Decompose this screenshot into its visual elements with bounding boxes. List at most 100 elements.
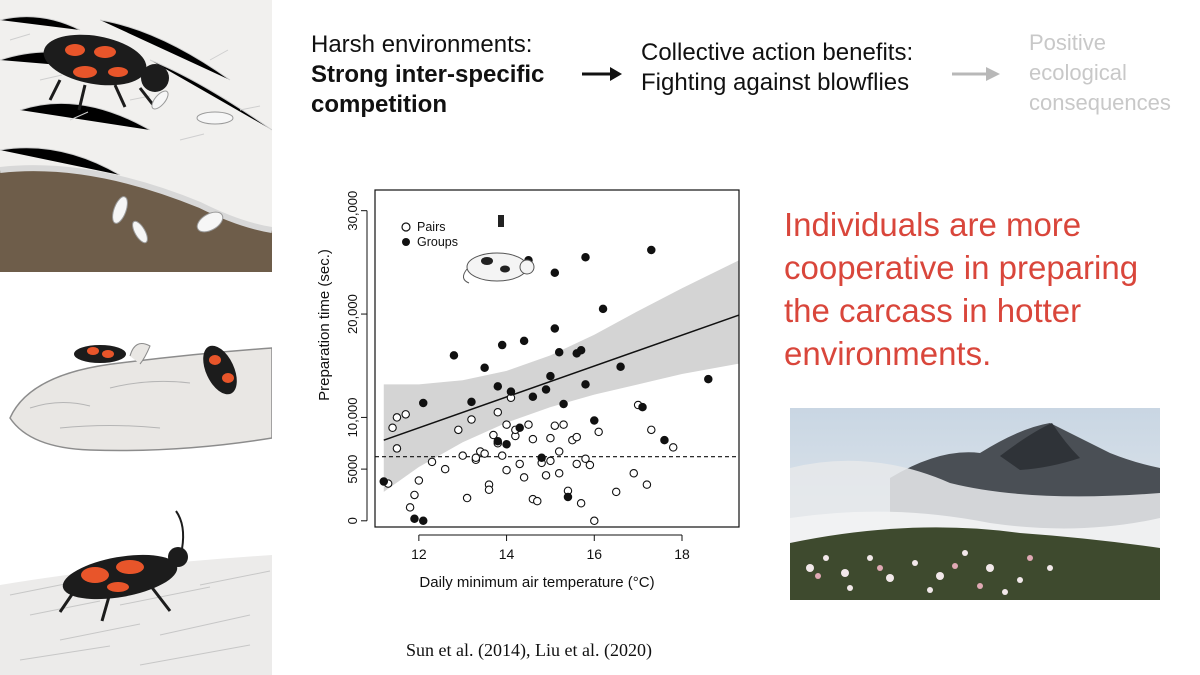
burying-beetle-icon [74, 345, 237, 395]
y-tick-label: 30,000 [345, 191, 360, 231]
point-pairs [550, 421, 560, 430]
point-pairs [519, 473, 529, 482]
point-groups [493, 382, 503, 391]
point-groups [550, 268, 560, 277]
x-tick-label: 16 [586, 546, 602, 562]
point-groups [528, 392, 538, 401]
citation: Sun et al. (2014), Liu et al. (2020) [406, 640, 652, 660]
point-pairs [484, 485, 494, 495]
point-pairs [427, 457, 437, 467]
point-groups [497, 340, 507, 350]
legend-label-groups: Groups [417, 235, 458, 249]
plot-frame [374, 189, 740, 528]
mouse-carcass-icon [463, 215, 535, 284]
point-pairs [572, 459, 581, 469]
point-pairs [515, 459, 524, 469]
point-pairs [440, 464, 450, 474]
point-pairs [585, 460, 595, 470]
burying-beetle-icon [43, 34, 169, 111]
point-groups [704, 374, 713, 384]
flow-step-harsh-environments: Harsh environments: Strong inter-specifi… [311, 30, 601, 120]
point-groups [506, 387, 516, 396]
legend-marker-groups [402, 238, 410, 246]
point-groups [467, 397, 476, 407]
illustration-beetle-on-carcass [0, 0, 272, 272]
point-groups [493, 436, 503, 446]
point-groups [576, 345, 586, 355]
point-pairs [467, 415, 476, 424]
point-groups [410, 514, 419, 523]
point-pairs [533, 496, 542, 506]
point-pairs [546, 433, 555, 443]
point-groups [616, 362, 625, 372]
flow-step-collective-action: Collective action benefits: Fighting aga… [641, 38, 931, 98]
point-groups [598, 304, 608, 314]
point-pairs [458, 451, 467, 460]
point-groups [581, 380, 590, 389]
point-pairs [524, 420, 533, 429]
flow-step2-line1: Collective action benefits: [641, 39, 914, 66]
point-pairs [559, 420, 568, 429]
illustration-beetle-on-fur [0, 475, 272, 675]
point-pairs [554, 468, 564, 478]
point-pairs [572, 432, 581, 442]
point-groups [559, 399, 568, 409]
point-pairs [546, 456, 555, 466]
point-pairs [493, 408, 503, 417]
y-tick-label: 0 [345, 517, 360, 524]
point-pairs [489, 430, 498, 440]
point-pairs [414, 476, 424, 485]
flow-step3-line2: ecological [1029, 60, 1127, 85]
point-pairs [480, 449, 489, 458]
flow-step1-line3: competition [311, 91, 447, 118]
point-pairs [594, 427, 603, 437]
x-tick-label: 12 [411, 546, 427, 562]
x-axis-label: Daily minimum air temperature (°C) [419, 574, 654, 591]
legend-marker-pairs [401, 222, 411, 232]
flow-step2-line2: Fighting against blowflies [641, 69, 910, 96]
takeaway-text: Individuals are more cooperative in prep… [784, 203, 1194, 375]
point-pairs [642, 480, 652, 489]
burying-beetle-icon [58, 510, 188, 622]
legend: Pairs Groups [401, 220, 458, 249]
point-pairs [388, 423, 397, 433]
point-groups [541, 385, 551, 394]
y-axis-label: Preparation time (sec.) [316, 249, 333, 401]
point-groups [502, 440, 511, 449]
point-groups [638, 402, 647, 412]
y-tick-label: 20,000 [345, 294, 360, 334]
point-pairs [401, 410, 410, 419]
larva-icon [112, 90, 234, 244]
flow-step3-line1: Positive [1029, 30, 1107, 55]
point-pairs [502, 465, 511, 475]
takeaway-line3: the carcass in hotter [784, 292, 1082, 329]
scatter-chart: 12 14 16 18 0 5000 10,000 20,000 30,000 Preparat… [316, 189, 740, 591]
point-pairs [392, 444, 402, 453]
point-pairs [528, 434, 538, 444]
point-groups [581, 252, 590, 262]
legend-label-pairs: Pairs [417, 220, 445, 234]
fit-line [383, 314, 740, 441]
point-pairs [497, 451, 507, 460]
point-pairs [405, 503, 415, 512]
point-pairs [611, 487, 621, 497]
arrow-right-faded-icon [952, 67, 1000, 81]
point-groups [563, 492, 573, 502]
point-groups [480, 363, 489, 373]
point-groups [519, 336, 529, 346]
point-pairs [392, 413, 402, 422]
point-pairs [581, 454, 590, 464]
point-pairs [647, 425, 656, 435]
mountain-photo [790, 408, 1160, 600]
takeaway-line2: cooperative in preparing [784, 249, 1139, 286]
point-groups [550, 324, 560, 333]
point-pairs [410, 490, 419, 500]
point-groups [537, 453, 546, 462]
point-groups [449, 351, 459, 360]
point-pairs [668, 443, 678, 452]
flow-step-ecological-consequences: Positive ecological consequences [1029, 28, 1199, 118]
point-pairs [576, 498, 586, 508]
flow-step1-line2: Strong inter-specific [311, 61, 545, 88]
y-tick-label: 10,000 [345, 398, 360, 438]
confidence-band [383, 260, 739, 492]
